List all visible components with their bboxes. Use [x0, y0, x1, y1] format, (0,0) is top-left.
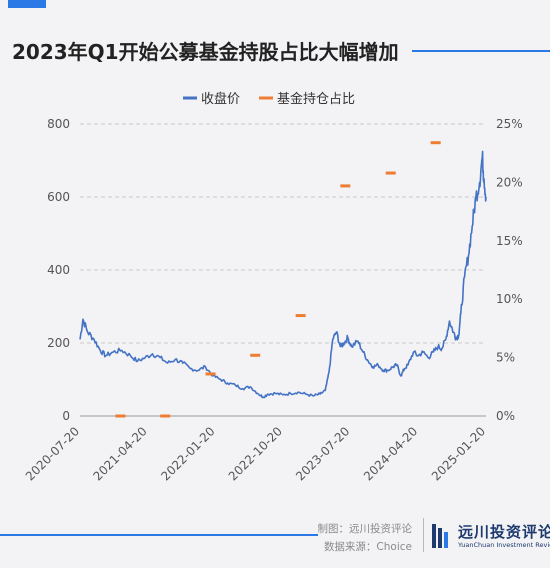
footer-rule: [0, 534, 318, 536]
x-tick-label: 2025-01-20: [429, 424, 488, 483]
y-right-tick-label: 10%: [496, 292, 523, 306]
page-title: 2023年Q1开始公募基金持股占比大幅增加: [12, 40, 399, 64]
credit-block: 制图：远川投资评论 数据来源：Choice: [318, 520, 413, 556]
series-line-收盘价: [79, 150, 487, 399]
legend-label-price: 收盘价: [201, 91, 240, 107]
chart-legend: 收盘价 基金持仓占比: [183, 91, 355, 107]
x-tick-label: 2020-07-20: [23, 424, 82, 483]
y-left-tick-label: 400: [47, 263, 70, 277]
brand-name-en: YuanChuan Investment Review: [458, 541, 550, 549]
title-rule: [412, 50, 550, 52]
y-right-tick-label: 0%: [496, 409, 515, 423]
holding-markers: [115, 141, 441, 418]
brand-name: 远川投资评论: [458, 523, 550, 541]
x-tick-label: 2022-10-20: [226, 424, 285, 483]
brand-mark-icon: [432, 524, 448, 548]
y-left-tick-label: 200: [47, 336, 70, 350]
x-axis-labels: 2020-07-20 2021-04-20 2022-01-20 2022-10-20…: [23, 424, 488, 483]
credit-author: 制图：远川投资评论: [317, 523, 413, 535]
y-left-tick-label: 0: [62, 409, 70, 423]
y-right-tick-label: 5%: [496, 351, 515, 365]
x-tick-label: 2024-04-20: [361, 424, 420, 483]
legend-label-holding: 基金持仓占比: [277, 91, 355, 107]
credit-source: 数据来源：Choice: [323, 541, 412, 553]
left-axis-labels: 0 200 400 600 800: [47, 117, 70, 423]
y-right-tick-label: 20%: [496, 175, 523, 189]
y-left-tick-label: 800: [47, 117, 70, 131]
x-tick-label: 2022-01-20: [158, 424, 217, 483]
top-accent-block: [8, 0, 46, 8]
x-tick-label: 2021-04-20: [91, 424, 150, 483]
y-right-tick-label: 15%: [496, 234, 523, 248]
right-axis-labels: 0% 5% 10% 15% 20% 25%: [496, 117, 523, 423]
grid-lines: [80, 123, 486, 344]
footer-divider: [423, 518, 424, 552]
x-tick-label: 2023-07-20: [293, 424, 352, 483]
y-right-tick-label: 25%: [496, 117, 523, 131]
y-left-tick-label: 600: [47, 190, 70, 204]
